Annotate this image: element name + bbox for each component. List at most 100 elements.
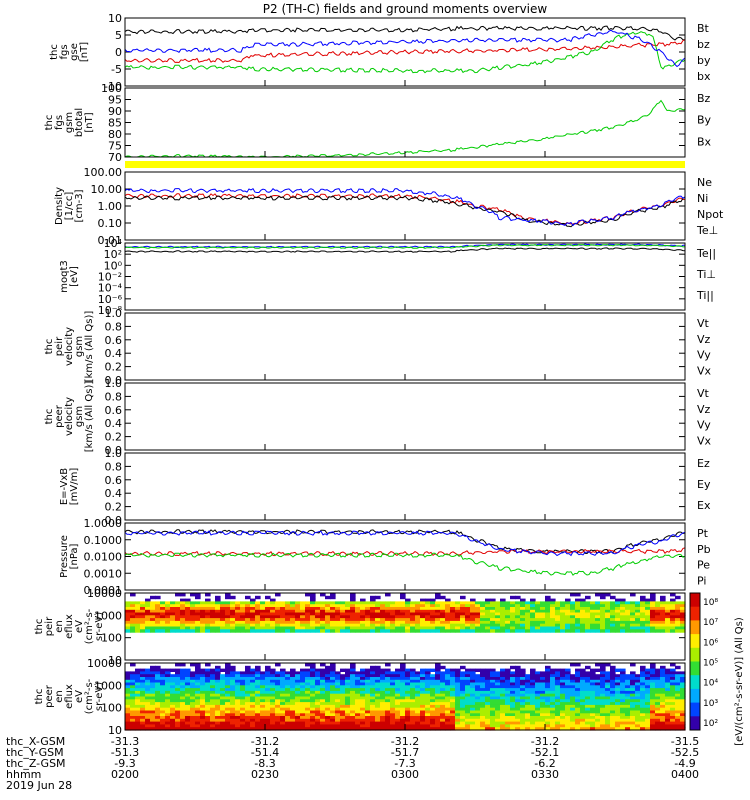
spec-cell [390,718,396,723]
spec-cell [335,713,341,717]
spec-cell [150,679,156,684]
spec-cell [130,702,136,706]
spec-cell [540,615,546,619]
spec-cell [500,677,506,681]
spec-cell [665,724,671,728]
spec-cell [255,713,261,717]
spec-cell [540,674,546,678]
spec-cell [395,612,401,616]
spec-cell [290,718,296,723]
spec-cell [555,668,561,672]
spec-cell [155,665,161,670]
spec-cell [425,718,431,723]
spec-cell [480,615,486,619]
spec-cell [545,690,551,695]
spec-cell [395,679,401,684]
spec-cell [610,688,616,692]
spec-cell [315,674,321,678]
colorbar-cell [690,661,700,676]
spec-cell [620,724,626,728]
ytick-label: 90 [108,105,122,118]
spec-cell [295,707,301,712]
spec-cell [325,727,331,731]
legend-fgs-gse: bx [697,70,711,83]
spec-cell [305,674,311,678]
spec-cell [395,685,401,689]
spec-cell [145,724,151,728]
spec-cell [675,609,681,614]
spec-cell [460,620,466,625]
spec-cell [285,685,291,689]
spec-cell [380,626,386,630]
spec-cell [385,721,391,725]
spec-cell [385,671,391,675]
spec-cell [135,604,141,608]
spec-cell [560,607,566,611]
spec-cell [490,704,496,709]
spec-cell [240,724,246,728]
spec-cell [485,693,491,698]
spec-cell [500,724,506,728]
spec-cell [425,601,431,605]
spec-cell [470,623,476,628]
spec-cell [155,685,161,689]
spec-cell [275,699,281,703]
spec-cell [355,671,361,675]
spec-cell [480,713,486,717]
spec-cell [170,615,176,619]
spec-cell [660,724,666,728]
spec-cell [290,702,296,706]
spec-cell [415,677,421,681]
spec-cell [360,668,366,672]
spec-cell [370,724,376,728]
spec-cell [600,688,606,692]
spec-cell [255,696,261,700]
spec-cell [445,598,451,602]
spec-cell [290,693,296,698]
spec-cell [605,671,611,675]
spec-cell [440,612,446,616]
spec-cell [675,707,681,712]
spec-cell [340,699,346,703]
spec-cell [215,604,221,608]
spec-cell [145,674,151,678]
spec-cell [590,690,596,695]
spec-cell [160,668,166,672]
ytick-label: 95 [108,94,122,107]
spec-cell [625,685,631,689]
spec-cell [305,685,311,689]
spec-cell [245,727,251,731]
spec-cell [525,607,531,611]
spec-cell [550,629,556,633]
spec-cell [130,671,136,675]
spec-cell [500,702,506,706]
spec-cell [525,704,531,709]
spec-cell [220,693,226,698]
spec-cell [560,716,566,720]
spec-cell [610,704,616,709]
spec-cell [330,696,336,700]
spec-cell [440,724,446,728]
spec-cell [545,626,551,630]
spec-cell [325,696,331,700]
spec-cell [635,679,641,684]
spec-cell [415,716,421,720]
spec-cell [180,615,186,619]
spec-cell [545,721,551,725]
spec-cell [220,707,226,712]
spec-cell [290,620,296,625]
spec-cell [445,615,451,619]
spec-cell [165,696,171,700]
spec-cell [510,609,516,614]
spec-cell [630,618,636,622]
spec-cell [145,626,151,630]
spec-cell [400,727,406,731]
spec-cell [530,609,536,614]
spec-cell [575,704,581,709]
legend-pressure: Pi [697,574,706,587]
spec-cell [210,615,216,619]
spec-cell [235,721,241,725]
spec-cell [185,688,191,692]
spec-cell [280,618,286,622]
spec-cell [410,604,416,608]
